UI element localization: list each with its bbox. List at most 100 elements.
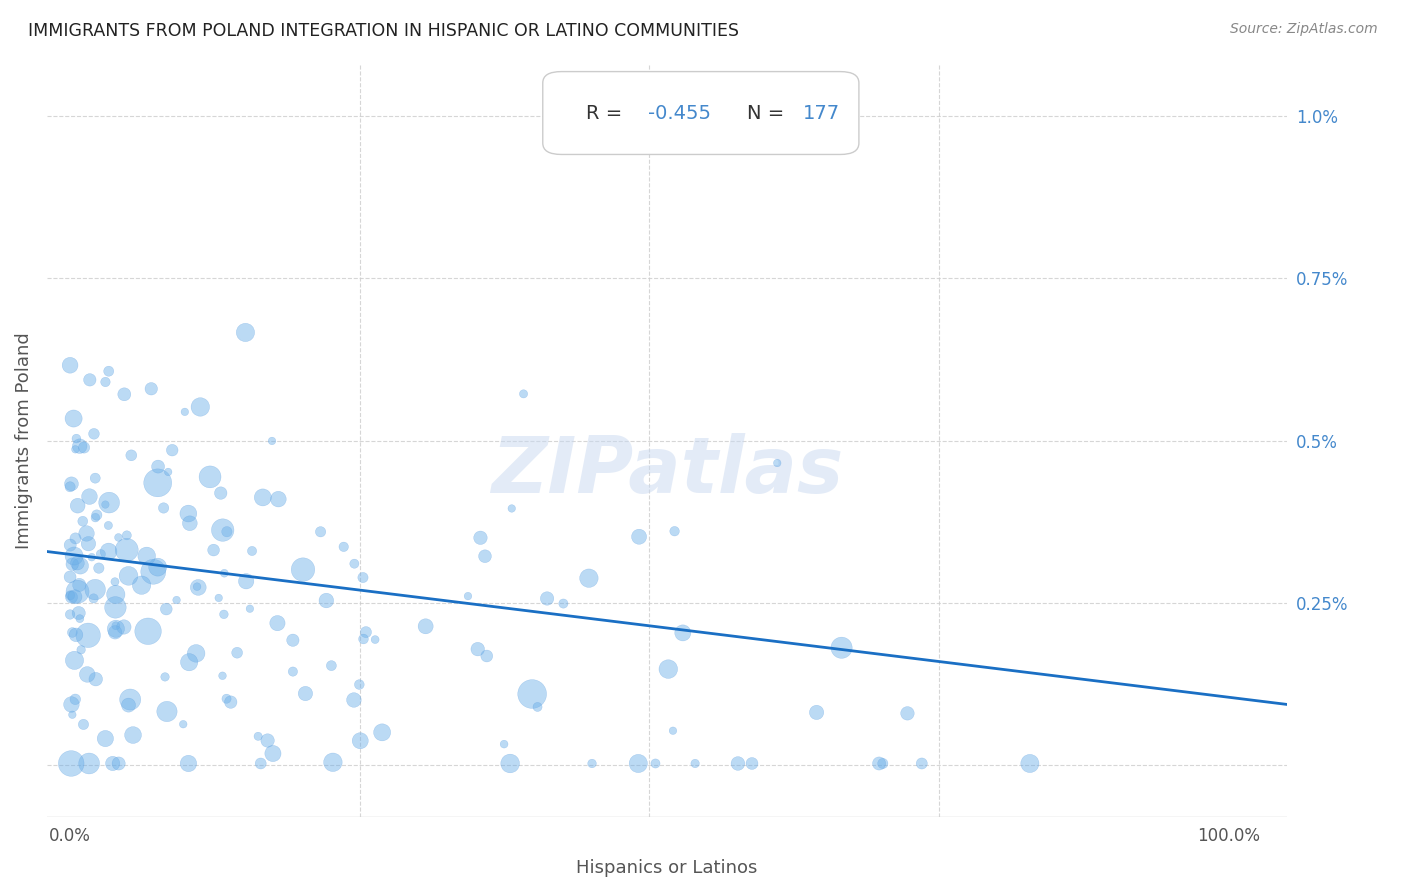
Point <box>115 528 138 542</box>
Point <box>467 642 489 657</box>
Point <box>155 602 177 616</box>
Point <box>657 662 679 676</box>
Point <box>104 574 127 589</box>
Point <box>84 510 107 524</box>
Point <box>60 698 83 712</box>
Point <box>664 524 686 539</box>
Point <box>520 687 543 701</box>
Point <box>315 593 337 607</box>
Point <box>352 570 374 584</box>
Point <box>65 532 87 546</box>
Point <box>70 642 93 657</box>
Point <box>662 723 685 738</box>
Point <box>136 624 159 639</box>
Point <box>349 677 371 691</box>
Point <box>294 687 316 701</box>
Point <box>166 593 188 607</box>
Point <box>59 358 82 372</box>
Point <box>177 756 200 771</box>
Point <box>141 382 163 396</box>
Point <box>97 364 120 378</box>
Point <box>209 486 232 500</box>
Point <box>97 544 120 558</box>
Point <box>353 632 375 646</box>
Point <box>77 628 100 642</box>
Point <box>354 625 377 640</box>
Point <box>120 448 142 462</box>
Point <box>415 619 437 633</box>
Point <box>62 411 84 425</box>
Point <box>172 717 194 731</box>
Point <box>94 731 117 746</box>
Point <box>179 655 201 669</box>
Point <box>208 591 231 605</box>
Point <box>63 653 86 667</box>
Point <box>219 695 242 709</box>
Point <box>240 544 263 558</box>
Point <box>60 756 83 771</box>
Text: N =: N = <box>748 103 790 122</box>
Point <box>117 569 139 583</box>
Point <box>67 578 90 592</box>
Point <box>83 591 105 606</box>
Point <box>146 560 169 574</box>
Point <box>104 619 127 633</box>
Point <box>628 530 651 544</box>
Point <box>63 549 86 563</box>
Y-axis label: Immigrants from Poland: Immigrants from Poland <box>15 333 32 549</box>
Point <box>260 434 283 448</box>
Point <box>83 426 105 441</box>
Point <box>90 547 112 561</box>
Point <box>59 607 82 622</box>
Point <box>101 756 124 771</box>
Point <box>683 756 706 771</box>
Point <box>107 531 129 545</box>
Point <box>69 558 91 573</box>
Point <box>896 706 918 721</box>
Point <box>84 672 107 686</box>
Point <box>60 707 83 722</box>
Point <box>672 626 695 640</box>
Point <box>65 692 87 706</box>
Point <box>157 465 180 479</box>
Point <box>214 566 236 581</box>
Point <box>343 557 366 571</box>
Point <box>501 501 523 516</box>
Point <box>226 646 249 660</box>
Text: R =: R = <box>586 103 628 122</box>
Point <box>215 524 238 539</box>
Point <box>343 693 366 707</box>
Point <box>806 706 828 720</box>
Point <box>60 590 83 604</box>
Point <box>188 400 211 414</box>
Point <box>247 729 270 743</box>
Point <box>72 717 94 731</box>
Point <box>872 756 894 771</box>
Point <box>60 476 83 491</box>
Text: -0.455: -0.455 <box>648 103 711 122</box>
Text: IMMIGRANTS FROM POLAND INTEGRATION IN HISPANIC OR LATINO COMMUNITIES: IMMIGRANTS FROM POLAND INTEGRATION IN HI… <box>28 22 740 40</box>
Point <box>309 524 332 539</box>
Point <box>135 549 157 563</box>
Point <box>152 500 174 515</box>
Point <box>66 556 89 570</box>
Point <box>281 633 304 648</box>
Point <box>868 756 890 771</box>
Point <box>211 523 233 537</box>
Point <box>1018 756 1040 771</box>
Point <box>321 658 343 673</box>
Point <box>60 625 83 640</box>
FancyBboxPatch shape <box>543 71 859 154</box>
Point <box>146 459 169 474</box>
Point <box>112 620 135 634</box>
Point <box>153 670 176 684</box>
Point <box>186 580 208 594</box>
Point <box>59 538 82 552</box>
Point <box>526 700 548 714</box>
Point <box>131 578 153 592</box>
Point <box>831 640 853 655</box>
Point <box>76 526 98 541</box>
Point <box>80 550 103 565</box>
Point <box>211 669 233 683</box>
Point <box>322 756 344 770</box>
